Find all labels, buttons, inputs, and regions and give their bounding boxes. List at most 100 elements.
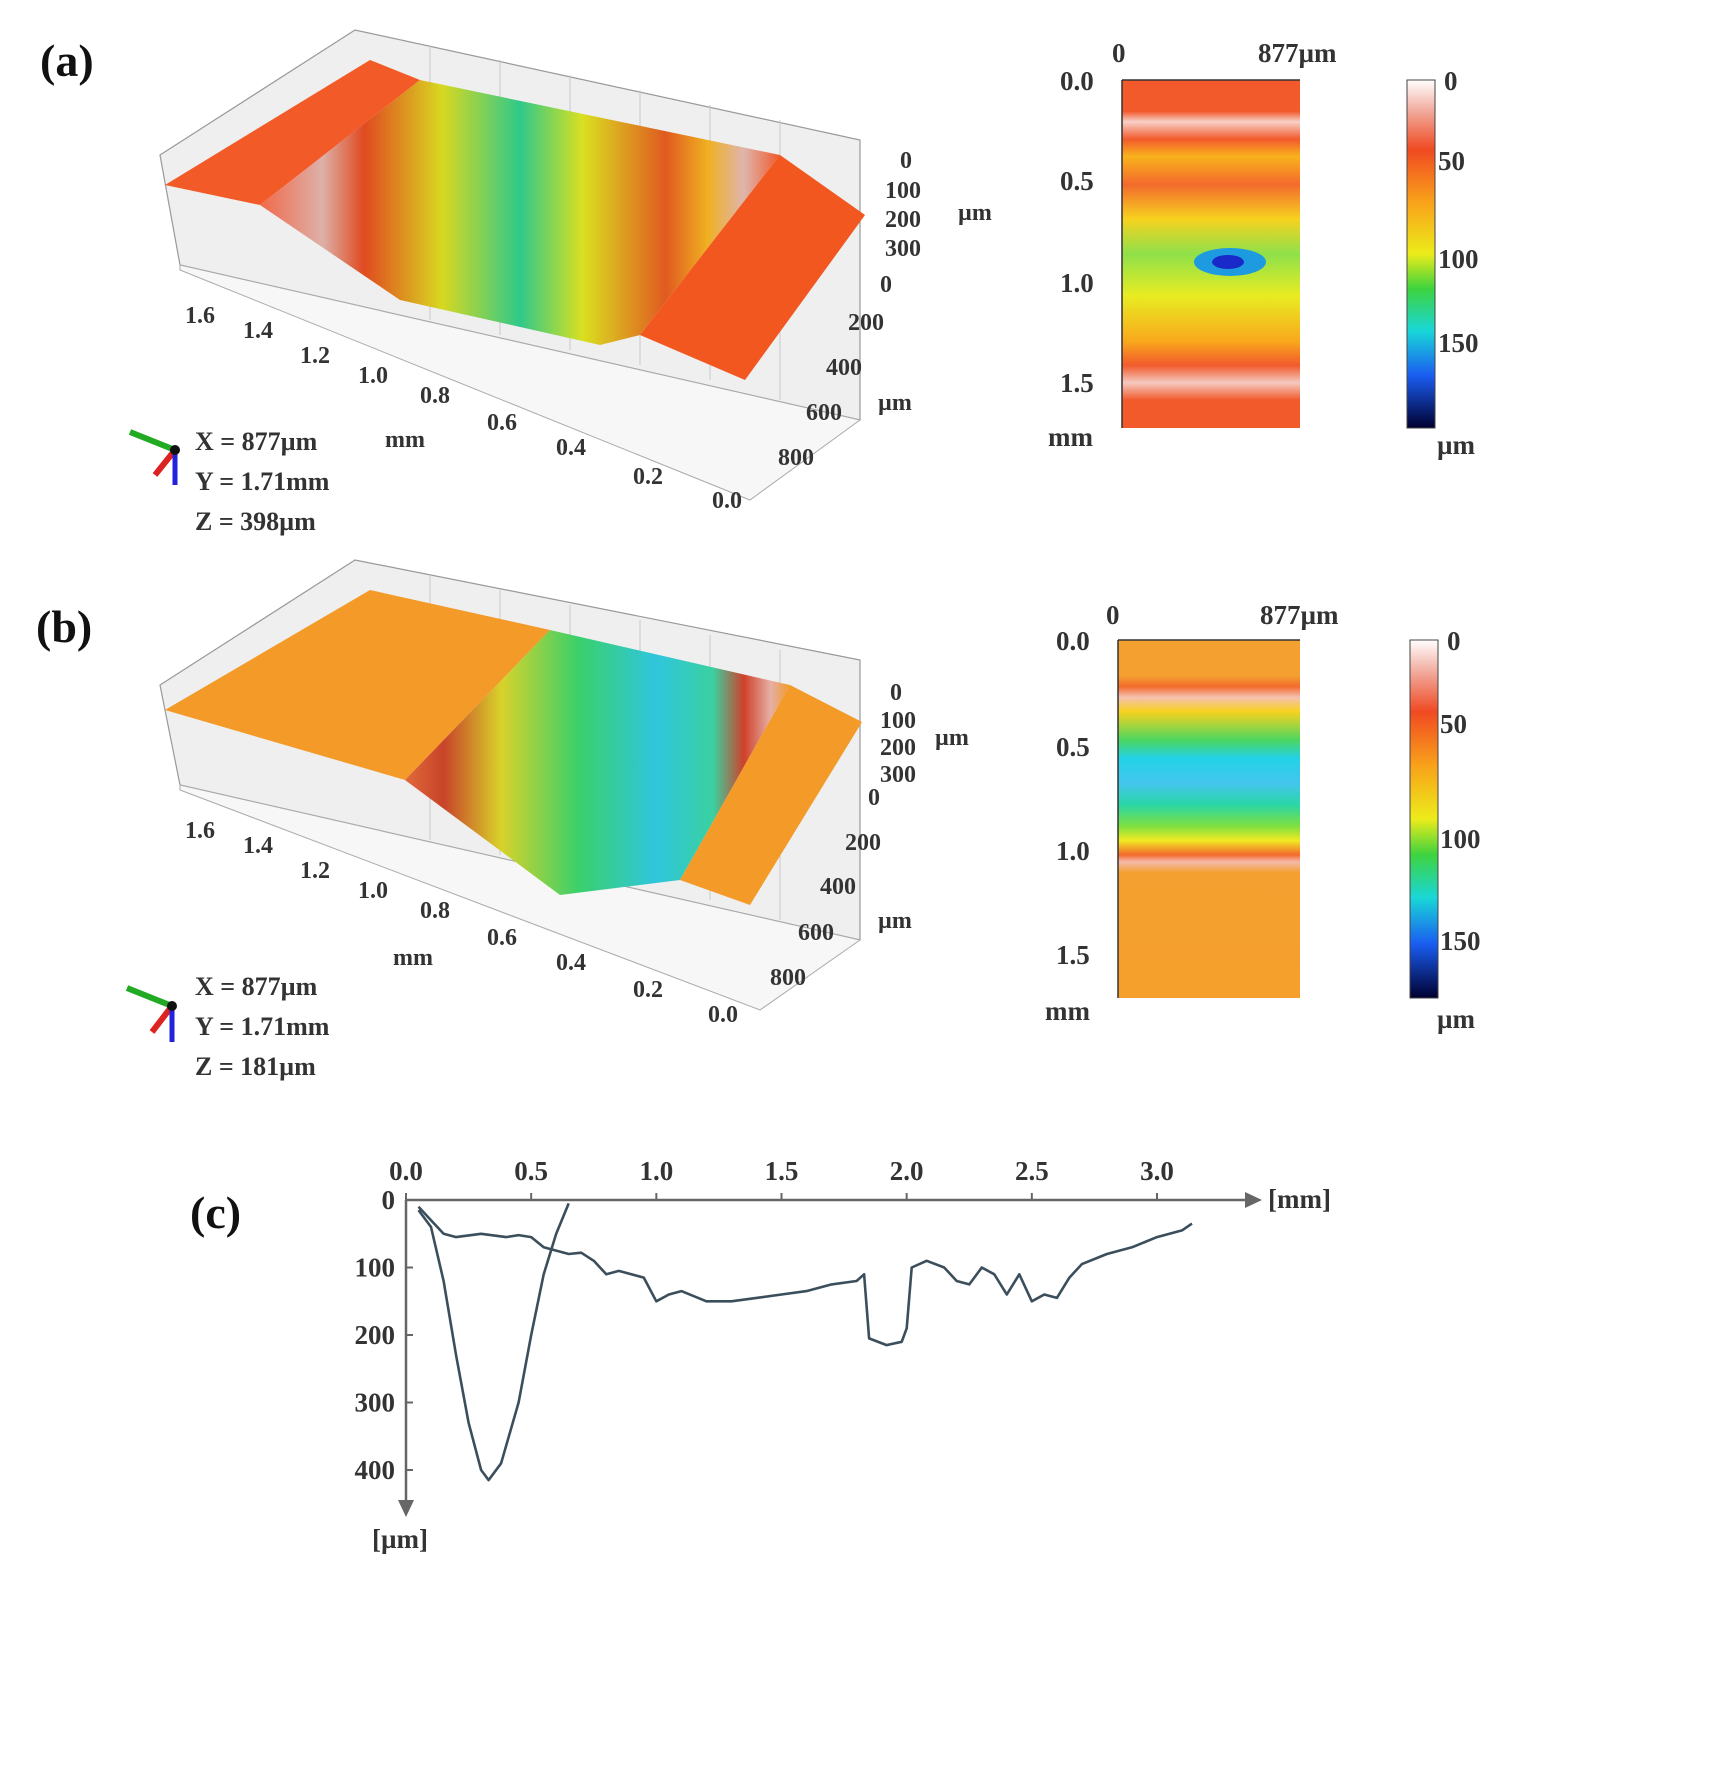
tick: 400 xyxy=(826,355,862,381)
x-axis-arrow xyxy=(1245,1192,1262,1208)
tick: 1.0 xyxy=(1060,268,1094,298)
tick: 0.2 xyxy=(633,464,663,490)
axis-unit: µm xyxy=(878,390,912,416)
axis-unit: mm xyxy=(1048,422,1093,452)
tick: 0.2 xyxy=(633,977,663,1003)
tick: 0.0 xyxy=(708,1002,738,1028)
x-tick-label: 2.5 xyxy=(1015,1156,1049,1186)
tick: 200 xyxy=(845,830,881,856)
tick: 800 xyxy=(778,445,814,471)
colorbar-ticks-b: 0 50 100 150 µm xyxy=(1437,626,1481,1034)
dim-y: Y = 1.71mm xyxy=(195,1012,330,1041)
y-tick-label: 200 xyxy=(355,1320,396,1350)
tick: 1.5 xyxy=(1060,368,1094,398)
tick: 0.8 xyxy=(420,898,450,924)
tick: 0.8 xyxy=(420,383,450,409)
dimensions-b: X = 877µm Y = 1.71mm Z = 181µm xyxy=(195,972,330,1081)
tick: 1.6 xyxy=(185,818,215,844)
axis-unit: µm xyxy=(935,725,969,751)
tick: 100 xyxy=(885,178,921,204)
trough-a xyxy=(260,80,780,345)
axis-unit: µm xyxy=(878,908,912,934)
tick: 1.2 xyxy=(300,343,330,369)
y-tick-label: 400 xyxy=(355,1455,396,1485)
tick: 1.4 xyxy=(243,833,273,859)
colorbar-b xyxy=(1409,639,1439,999)
axis-unit: µm xyxy=(1437,1004,1476,1034)
axis-unit: mm xyxy=(1045,996,1090,1026)
y-tick-label: 300 xyxy=(355,1388,396,1418)
flat-left-a xyxy=(165,60,420,205)
surface-3d-b: 1.6 1.4 1.2 1.0 0.8 0.6 0.4 0.2 0.0 mm 0… xyxy=(125,559,969,1081)
y-axis-arrow xyxy=(398,1500,414,1517)
axis-unit: µm xyxy=(958,200,992,226)
tick: 0 xyxy=(900,148,912,174)
panel-b-label: (b) xyxy=(36,601,92,652)
height-map-b: 0 877µm 0.0 0.5 1.0 1.5 mm 0 50 100 150 … xyxy=(1045,600,1481,1034)
tick: 50 xyxy=(1440,709,1467,739)
x-tick-label: 1.5 xyxy=(765,1156,799,1186)
flat-right-b xyxy=(680,685,862,905)
tick: 50 xyxy=(1438,146,1465,176)
axis-unit: mm xyxy=(393,945,433,971)
x-tick-label: 3.0 xyxy=(1140,1156,1174,1186)
box-floor-b xyxy=(179,784,862,1011)
tick: 0 xyxy=(1444,66,1458,96)
axes-orientation-icon xyxy=(128,429,180,485)
axis-x-b: 0 200 400 600 800 µm xyxy=(770,785,912,991)
trough-b xyxy=(405,630,790,895)
tick: 150 xyxy=(1438,328,1479,358)
profile-chart: 0.0 0.5 1.0 1.5 2.0 2.5 3.0 0 100 200 300 400 [mm] [µ… xyxy=(355,1156,1331,1554)
tick: 0 xyxy=(1112,38,1126,68)
axis-unit: µm xyxy=(1437,430,1476,460)
x-tick-label: 1.0 xyxy=(639,1156,673,1186)
tick: 0.0 xyxy=(712,488,742,514)
tick: 0 xyxy=(1106,600,1120,630)
tick: 1.0 xyxy=(358,363,388,389)
tick: 0.5 xyxy=(1056,732,1090,762)
tick: 1.6 xyxy=(185,303,215,329)
dim-z: Z = 398µm xyxy=(195,507,316,536)
tick: 300 xyxy=(880,762,916,788)
tick: 300 xyxy=(885,236,921,262)
box-floor-a xyxy=(179,264,862,501)
tick: 0.0 xyxy=(1056,626,1090,656)
x-axis-unit: [mm] xyxy=(1268,1184,1331,1214)
tick: 0.4 xyxy=(556,435,586,461)
panel-a-label: (a) xyxy=(40,35,94,86)
tick: 100 xyxy=(880,708,916,734)
tick: 877µm xyxy=(1260,600,1339,630)
tick: 1.4 xyxy=(243,318,273,344)
dim-z: Z = 181µm xyxy=(195,1052,316,1081)
tick: 877µm xyxy=(1258,38,1337,68)
tick: 0 xyxy=(868,785,880,811)
axis-unit: mm xyxy=(385,427,425,453)
tick: 0 xyxy=(880,272,892,298)
dimensions-a: X = 877µm Y = 1.71mm Z = 398µm xyxy=(195,427,330,536)
tick: 0.6 xyxy=(487,410,517,436)
tick: 200 xyxy=(885,207,921,233)
dim-y: Y = 1.71mm xyxy=(195,467,330,496)
map-ticks-a: 0 877µm 0.0 0.5 1.0 1.5 mm xyxy=(1048,38,1337,452)
axis-x-a: 0 200 400 600 800 µm xyxy=(778,272,912,471)
tick: 0.0 xyxy=(1060,66,1094,96)
x-tick-label: 0.0 xyxy=(389,1156,423,1186)
tick: 1.0 xyxy=(358,878,388,904)
tick: 200 xyxy=(880,735,916,761)
x-tick-label: 2.0 xyxy=(890,1156,924,1186)
series-line-profile-a xyxy=(417,1202,570,1482)
tick: 0 xyxy=(1447,626,1461,656)
series-line-profile-b xyxy=(417,1205,1193,1347)
panel-c-label: (c) xyxy=(190,1187,241,1238)
height-map-a: 0 877µm 0.0 0.5 1.0 1.5 mm 0 50 100 150 … xyxy=(1048,38,1479,460)
axis-y-a: 1.6 1.4 1.2 1.0 0.8 0.6 0.4 0.2 0.0 mm xyxy=(185,303,742,514)
axis-z-b: 0 100 200 300 µm xyxy=(880,680,969,788)
y-tick-label: 0 xyxy=(382,1185,396,1215)
colorbar-a xyxy=(1406,79,1436,429)
colorbar-ticks-a: 0 50 100 150 µm xyxy=(1437,66,1479,460)
x-tick-label: 0.5 xyxy=(514,1156,548,1186)
axis-z-a: 0 100 200 300 µm xyxy=(885,148,992,262)
axes-orientation-icon xyxy=(125,985,177,1042)
y-tick-label: 100 xyxy=(355,1253,396,1283)
